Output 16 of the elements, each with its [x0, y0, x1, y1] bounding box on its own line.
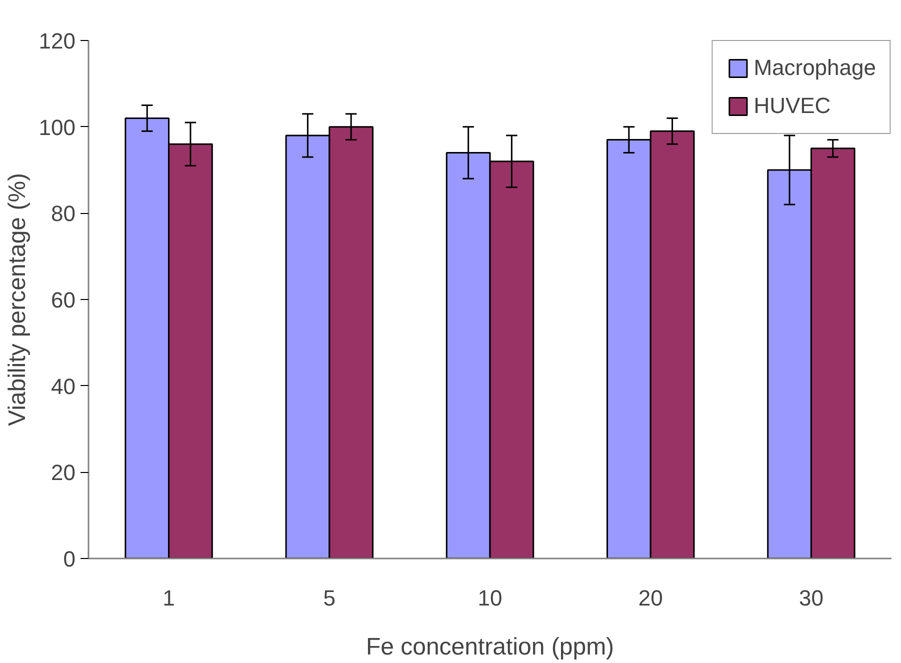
y-tick-label: 80: [51, 201, 76, 226]
y-axis-title: Viability percentage (%): [4, 172, 31, 426]
x-tick-label: 1: [162, 586, 175, 610]
x-tick-label: 30: [798, 586, 824, 610]
y-tick-label: 40: [51, 374, 76, 399]
y-tick-label: 120: [38, 28, 76, 54]
x-tick-label: 10: [478, 586, 502, 610]
x-tick-label: 5: [323, 586, 336, 610]
legend-label: HUVEC: [754, 93, 831, 119]
x-axis-title: Fe concentration (ppm): [366, 634, 614, 660]
y-tick-label: 20: [51, 460, 76, 486]
y-tick-label: 100: [38, 114, 76, 140]
x-tick-label: 20: [638, 586, 663, 610]
legend-label: Macrophage: [754, 55, 876, 81]
y-tick-label: 0: [63, 546, 76, 572]
y-tick-label: 60: [51, 288, 76, 312]
